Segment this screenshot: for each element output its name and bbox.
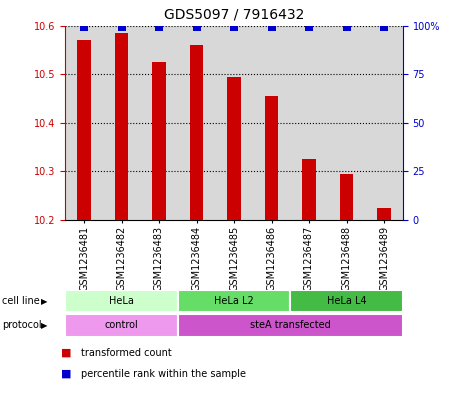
Text: HeLa L4: HeLa L4 bbox=[327, 296, 366, 306]
Bar bbox=[265, 96, 278, 220]
Bar bbox=[290, 290, 403, 312]
Bar bbox=[65, 314, 178, 337]
Point bbox=[268, 24, 275, 31]
Bar bbox=[178, 26, 215, 220]
Bar bbox=[65, 26, 103, 220]
Text: ■: ■ bbox=[61, 369, 71, 379]
Point bbox=[230, 24, 238, 31]
Bar bbox=[340, 174, 353, 220]
Bar bbox=[365, 26, 403, 220]
Bar bbox=[190, 45, 203, 220]
Point bbox=[155, 24, 162, 31]
Bar bbox=[290, 26, 328, 220]
Text: ■: ■ bbox=[61, 347, 71, 358]
Point bbox=[193, 24, 200, 31]
Point bbox=[380, 24, 387, 31]
Bar bbox=[153, 62, 166, 220]
Title: GDS5097 / 7916432: GDS5097 / 7916432 bbox=[164, 7, 304, 22]
Text: ▶: ▶ bbox=[41, 297, 48, 305]
Bar bbox=[178, 314, 403, 337]
Text: HeLa: HeLa bbox=[109, 296, 134, 306]
Text: cell line: cell line bbox=[2, 296, 40, 306]
Bar bbox=[227, 77, 241, 220]
Bar bbox=[215, 26, 253, 220]
Text: percentile rank within the sample: percentile rank within the sample bbox=[81, 369, 246, 379]
Point bbox=[343, 24, 350, 31]
Point bbox=[118, 24, 125, 31]
Bar bbox=[77, 40, 90, 220]
Bar bbox=[178, 290, 290, 312]
Point bbox=[81, 24, 88, 31]
Bar bbox=[103, 26, 140, 220]
Text: steA transfected: steA transfected bbox=[250, 320, 331, 331]
Bar bbox=[65, 290, 178, 312]
Point bbox=[306, 24, 313, 31]
Text: control: control bbox=[104, 320, 139, 331]
Bar bbox=[115, 33, 128, 220]
Bar bbox=[378, 208, 391, 220]
Text: HeLa L2: HeLa L2 bbox=[214, 296, 254, 306]
Bar bbox=[302, 159, 315, 220]
Bar bbox=[328, 26, 365, 220]
Bar bbox=[140, 26, 178, 220]
Bar bbox=[253, 26, 290, 220]
Text: ▶: ▶ bbox=[41, 321, 48, 330]
Text: transformed count: transformed count bbox=[81, 347, 172, 358]
Text: protocol: protocol bbox=[2, 320, 42, 331]
